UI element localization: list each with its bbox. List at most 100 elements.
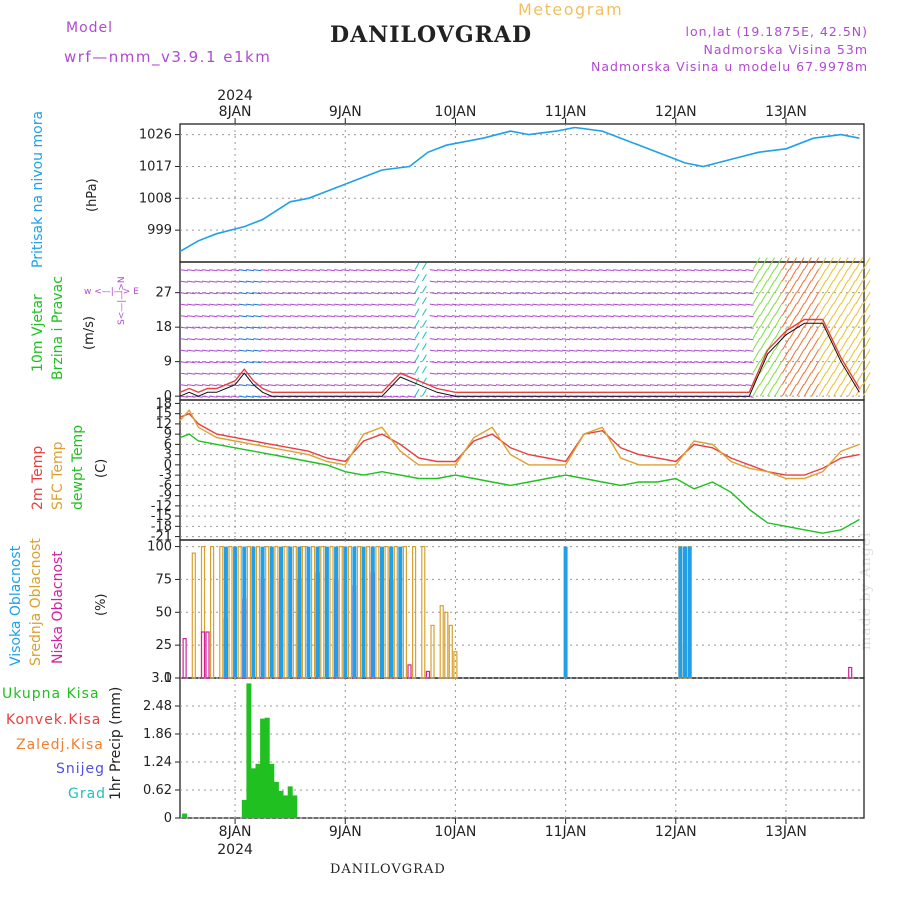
wind-barb [451,338,460,341]
wind-barb [378,303,387,306]
wind-barb [862,303,871,316]
wind-barb [781,372,790,385]
wind-barb [334,292,343,295]
wind-barb [407,349,416,352]
precip-total-bar [292,795,298,818]
wind-barb [370,372,379,375]
wind-barb [847,314,856,328]
cloud-high-bar [370,546,375,678]
wind-barb [774,257,783,270]
wind-barb [400,315,409,318]
wind-barb [664,361,673,364]
wind-barb [708,292,717,295]
wind-barb [701,372,710,375]
wind-barb [282,269,291,272]
wind-barb [811,337,820,351]
wind-barb [275,326,284,329]
wind-barb [466,326,475,329]
wind-barb [363,361,372,364]
wind-barb [635,280,644,283]
wind-barb [488,269,497,272]
wind-barb [495,361,504,364]
wind-barb [319,338,328,341]
wind-barb [392,349,401,352]
wind-barb [620,269,629,272]
wind-barb [774,360,783,374]
wind-barb [583,384,592,387]
wind-barb [605,338,614,341]
wind-barb [437,384,446,387]
wind-barb [752,326,761,339]
wind-barb [679,315,688,318]
wind-barb [517,338,526,341]
wind-barb [444,384,453,387]
wind-barb [517,303,526,306]
cloud-high-bar [389,546,394,678]
wind-barb [803,314,812,328]
precip-total-bar [287,786,293,818]
wind-barb [774,383,783,397]
wind-barb [495,280,504,283]
wind-barb [738,292,747,295]
wind-barb [605,361,614,364]
wind-barb [561,292,570,295]
wind-barb [818,291,827,305]
wind-barb [781,314,790,328]
wind-barb [407,338,416,341]
wind-barb [348,303,357,306]
wind-barb [701,326,710,329]
wind-barb [246,315,255,318]
precip-total-bar [283,795,289,818]
wind-barb [260,269,269,272]
wind-barb [635,361,644,364]
wind-barb [803,257,812,270]
wind-barb [437,395,446,398]
wind-barb [282,326,291,329]
wind-barb [539,349,548,352]
wind-barb [774,291,783,305]
bottom-day-label: 10JAN [435,824,477,840]
wind-compass-dir: w <—|—> E [84,287,139,297]
wind-barb [833,314,842,328]
wind-barb [818,349,827,362]
wind-barb [708,349,717,352]
wind-barb [385,326,394,329]
wind-barb [811,257,820,270]
wind-barb [583,303,592,306]
wind-barb [451,395,460,398]
wind-barb [789,360,798,374]
wind-barb [459,303,468,306]
wind-barb [613,303,622,306]
wind-barb [796,360,805,374]
cloud-mid-bar [301,545,306,679]
wind-barb [238,338,247,341]
wind-barb [833,383,842,397]
wind-barb [363,280,372,283]
wind-barb [223,395,233,398]
wind-barb [348,315,357,318]
wind-barb [297,315,306,318]
wind-barb [268,361,277,364]
wind-barb [341,315,350,318]
wind-barb [708,315,717,318]
wind-barb [840,372,849,385]
wind-barb [759,303,768,316]
wind-barb [591,338,600,341]
wind-barb [503,338,512,341]
wind-barb [569,269,578,272]
y-tick-label: 2.48 [143,699,172,714]
wind-barb [481,315,490,318]
wind-barb [855,314,864,328]
wind-barb [275,372,284,375]
wind-barb [187,326,196,329]
wind-barb [781,268,790,282]
wind-barb [216,280,225,283]
wind-barb [414,319,420,328]
wind-barb [209,372,218,375]
wind-barb [598,303,607,306]
wind-barb [414,342,420,351]
wind-barb [407,361,416,364]
wind-barb [385,292,394,295]
wind-barb [547,326,556,329]
wind-barb [400,361,409,364]
